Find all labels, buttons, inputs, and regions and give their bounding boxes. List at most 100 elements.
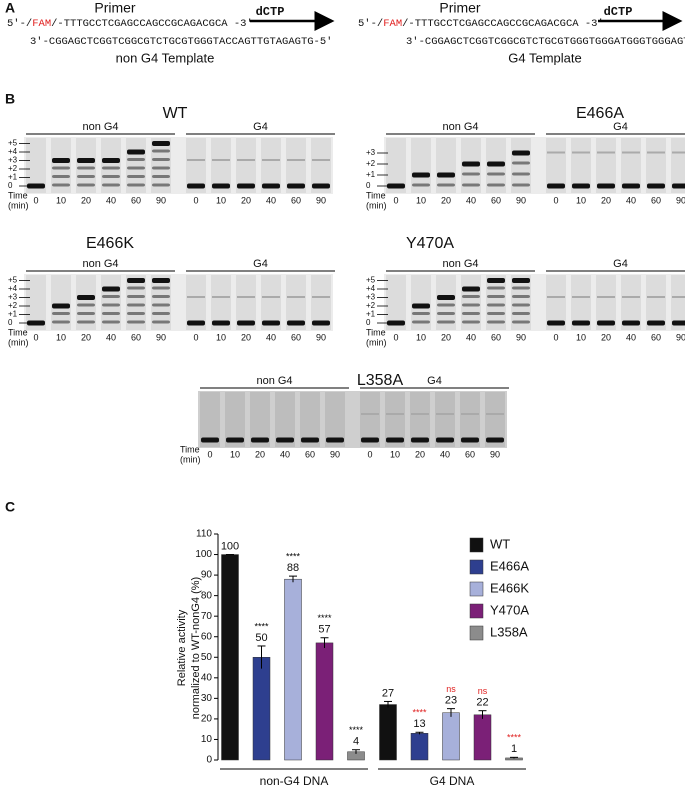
bar xyxy=(442,712,460,761)
gel-lane xyxy=(436,275,456,330)
gel-band xyxy=(52,183,70,187)
gel-lane xyxy=(386,275,406,330)
gel-band xyxy=(102,183,120,187)
dye: FAM xyxy=(32,18,51,30)
gel-band xyxy=(52,312,70,315)
gel-lane xyxy=(436,138,456,193)
gel-lane xyxy=(200,392,220,447)
time-axis-label: Time xyxy=(366,327,386,337)
gel-band xyxy=(647,183,665,189)
y-tick-label: 80 xyxy=(201,590,213,601)
time-axis-label: (min) xyxy=(8,337,29,347)
gel-band xyxy=(572,151,590,154)
time-label: 40 xyxy=(466,332,476,342)
gel-band xyxy=(487,320,505,324)
time-label: 20 xyxy=(241,332,251,342)
time-label: 10 xyxy=(390,449,400,459)
time-label: 10 xyxy=(216,332,226,342)
gel-title: E466K xyxy=(86,235,134,252)
time-label: 10 xyxy=(56,332,66,342)
time-label: 60 xyxy=(651,195,661,205)
significance-label: ns xyxy=(478,686,488,696)
gel-band xyxy=(102,175,120,178)
time-label: 40 xyxy=(466,195,476,205)
time-axis-label: Time xyxy=(8,327,28,337)
time-label: 60 xyxy=(465,449,475,459)
gel-band xyxy=(27,183,45,189)
gel-band xyxy=(312,183,330,189)
time-axis-label: Time xyxy=(180,444,200,454)
band-label: +2 xyxy=(366,159,376,168)
gel-band xyxy=(411,413,429,415)
band-label: 0 xyxy=(366,181,371,190)
time-label: 60 xyxy=(291,195,301,205)
gel-lane xyxy=(261,138,281,193)
gel-lane xyxy=(286,275,306,330)
gel-band xyxy=(102,320,120,324)
gel-band xyxy=(512,295,530,298)
time-label: 0 xyxy=(33,195,38,205)
group-label: G4 xyxy=(613,121,628,133)
gel-lane xyxy=(411,275,431,330)
gel-band xyxy=(647,151,665,154)
gel-band xyxy=(547,183,565,189)
gel-lane xyxy=(311,275,331,330)
time-label: 40 xyxy=(626,332,636,342)
time-axis-label: (min) xyxy=(8,200,29,210)
time-label: 90 xyxy=(156,332,166,342)
time-label: 0 xyxy=(393,332,398,342)
y-tick-label: 0 xyxy=(206,755,212,766)
group-label: non G4 xyxy=(442,121,478,133)
gel-band xyxy=(127,166,145,170)
time-label: 20 xyxy=(255,449,265,459)
gel-band xyxy=(52,175,70,178)
gel-band xyxy=(127,175,145,178)
gel-band xyxy=(462,303,480,307)
panel-label: C xyxy=(5,499,15,515)
time-label: 40 xyxy=(106,332,116,342)
template-name: G4 Template xyxy=(508,50,581,65)
gel-lane xyxy=(671,275,685,330)
gel-band xyxy=(387,183,405,189)
time-label: 0 xyxy=(553,332,558,342)
gel-lane xyxy=(410,392,430,447)
gel-band xyxy=(462,183,480,187)
band-label: 0 xyxy=(366,318,371,327)
y-tick-label: 10 xyxy=(201,734,213,745)
gel-band xyxy=(287,159,305,161)
gel-band xyxy=(461,437,479,443)
gel-band xyxy=(276,437,294,443)
gel-band xyxy=(412,312,430,315)
gel-band xyxy=(487,183,505,187)
band-label: +2 xyxy=(8,164,18,173)
y-tick-label: 30 xyxy=(201,693,213,704)
gel-band xyxy=(77,175,95,178)
legend-label: Y470A xyxy=(490,602,529,617)
gel-band xyxy=(547,151,565,154)
significance-label: **** xyxy=(412,708,427,718)
gel-band xyxy=(462,172,480,176)
gel-band xyxy=(462,295,480,298)
gel-band xyxy=(212,296,230,298)
bar xyxy=(221,554,239,761)
gel-band xyxy=(487,286,505,290)
gel-band xyxy=(487,172,505,176)
time-label: 20 xyxy=(415,449,425,459)
time-axis-label: (min) xyxy=(180,454,201,464)
y-tick-label: 70 xyxy=(201,611,213,622)
value-label: 100 xyxy=(221,540,239,552)
gel-band xyxy=(461,413,479,415)
gel-band xyxy=(312,159,330,161)
value-label: 22 xyxy=(476,697,488,709)
gel-band xyxy=(572,296,590,298)
gel-band xyxy=(597,320,615,326)
gel-band xyxy=(127,286,145,290)
gel-lane xyxy=(460,392,480,447)
gel-band xyxy=(212,320,230,326)
gel-band xyxy=(77,166,95,170)
time-label: 90 xyxy=(316,332,326,342)
gel-band xyxy=(127,320,145,324)
gel-band xyxy=(262,159,280,161)
band-label: +5 xyxy=(8,139,18,148)
band-label: +2 xyxy=(366,301,376,310)
